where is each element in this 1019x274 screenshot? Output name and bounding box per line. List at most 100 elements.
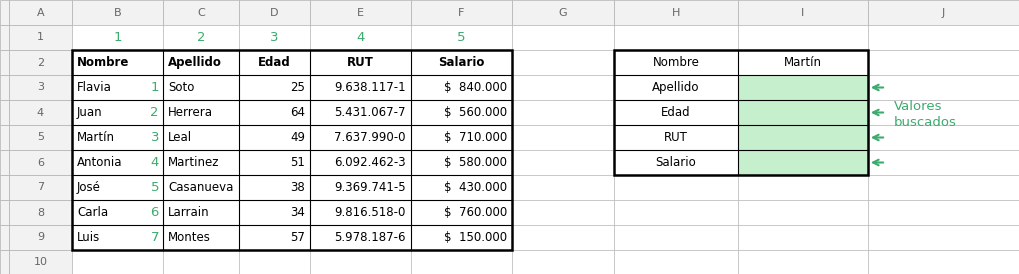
Bar <box>72 175 163 200</box>
Bar <box>9 25 72 50</box>
Text: 4: 4 <box>37 107 44 118</box>
Bar <box>163 125 239 150</box>
Bar <box>9 125 72 150</box>
Bar <box>239 150 310 175</box>
Text: Martinez: Martinez <box>168 156 219 169</box>
Bar <box>614 50 738 75</box>
Bar <box>411 50 512 75</box>
Text: Nombre: Nombre <box>652 56 699 69</box>
Bar <box>411 75 512 100</box>
Bar <box>614 125 738 150</box>
Bar <box>72 50 512 250</box>
Bar <box>868 50 1019 75</box>
Text: $  150.000: $ 150.000 <box>444 231 507 244</box>
Bar <box>868 0 1019 25</box>
Text: 5.431.067-7: 5.431.067-7 <box>334 106 406 119</box>
Text: 64: 64 <box>290 106 305 119</box>
Bar <box>614 100 738 125</box>
Text: Valores
buscados: Valores buscados <box>894 101 957 129</box>
Bar <box>0 50 9 75</box>
Bar <box>738 0 868 25</box>
Bar <box>614 0 738 25</box>
Bar <box>738 50 868 75</box>
Bar <box>239 225 310 250</box>
Bar <box>9 50 72 75</box>
Bar <box>163 200 239 225</box>
Text: 2: 2 <box>197 31 205 44</box>
Bar <box>310 25 411 50</box>
Text: $  430.000: $ 430.000 <box>444 181 507 194</box>
Text: 51: 51 <box>290 156 305 169</box>
Bar <box>411 150 512 175</box>
Text: Apellido: Apellido <box>168 56 222 69</box>
Bar <box>239 50 310 75</box>
Text: Carla: Carla <box>77 206 108 219</box>
Bar <box>512 125 614 150</box>
Text: Casanueva: Casanueva <box>168 181 233 194</box>
Text: 3: 3 <box>151 131 159 144</box>
Bar <box>163 225 239 250</box>
Bar <box>512 0 614 25</box>
Bar <box>72 50 163 75</box>
Bar <box>411 100 512 125</box>
Bar <box>9 0 72 25</box>
Bar <box>163 175 239 200</box>
Bar <box>411 200 512 225</box>
Bar <box>310 50 411 75</box>
Bar <box>614 75 738 100</box>
Text: 9.816.518-0: 9.816.518-0 <box>334 206 406 219</box>
Text: E: E <box>357 7 364 18</box>
Bar <box>9 200 72 225</box>
Bar <box>72 225 163 250</box>
Bar <box>512 200 614 225</box>
Bar <box>163 250 239 274</box>
Bar <box>0 150 9 175</box>
Bar <box>310 200 411 225</box>
Bar <box>239 75 310 100</box>
Bar <box>738 25 868 50</box>
Bar <box>239 175 310 200</box>
Bar <box>868 200 1019 225</box>
Bar <box>738 75 868 100</box>
Text: 7: 7 <box>151 231 159 244</box>
Bar <box>512 100 614 125</box>
Bar <box>310 75 411 100</box>
Text: Salario: Salario <box>655 156 696 169</box>
Bar <box>310 225 411 250</box>
Text: 5.978.187-6: 5.978.187-6 <box>334 231 406 244</box>
Text: 38: 38 <box>290 181 305 194</box>
Text: Edad: Edad <box>258 56 290 69</box>
Bar <box>512 250 614 274</box>
Bar <box>72 0 163 25</box>
Bar <box>738 225 868 250</box>
Text: 3: 3 <box>270 31 279 44</box>
Bar <box>0 100 9 125</box>
Bar <box>0 125 9 150</box>
Bar <box>512 25 614 50</box>
Bar <box>239 0 310 25</box>
Text: 7: 7 <box>37 182 44 193</box>
Text: J: J <box>942 7 946 18</box>
Bar <box>9 250 72 274</box>
Text: A: A <box>37 7 44 18</box>
Bar <box>411 125 512 150</box>
Text: $  710.000: $ 710.000 <box>443 131 507 144</box>
Bar <box>72 50 512 250</box>
Text: Larrain: Larrain <box>168 206 210 219</box>
Text: Luis: Luis <box>77 231 100 244</box>
Bar <box>0 175 9 200</box>
Text: 2: 2 <box>151 106 159 119</box>
Text: 5: 5 <box>37 133 44 142</box>
Bar <box>0 200 9 225</box>
Bar <box>868 150 1019 175</box>
Text: 1: 1 <box>113 31 121 44</box>
Text: 5: 5 <box>458 31 466 44</box>
Text: G: G <box>558 7 568 18</box>
Bar <box>72 75 163 100</box>
Bar <box>738 50 868 75</box>
Bar <box>310 100 411 125</box>
Bar <box>512 75 614 100</box>
Bar <box>72 200 163 225</box>
Text: H: H <box>672 7 681 18</box>
Bar <box>239 250 310 274</box>
